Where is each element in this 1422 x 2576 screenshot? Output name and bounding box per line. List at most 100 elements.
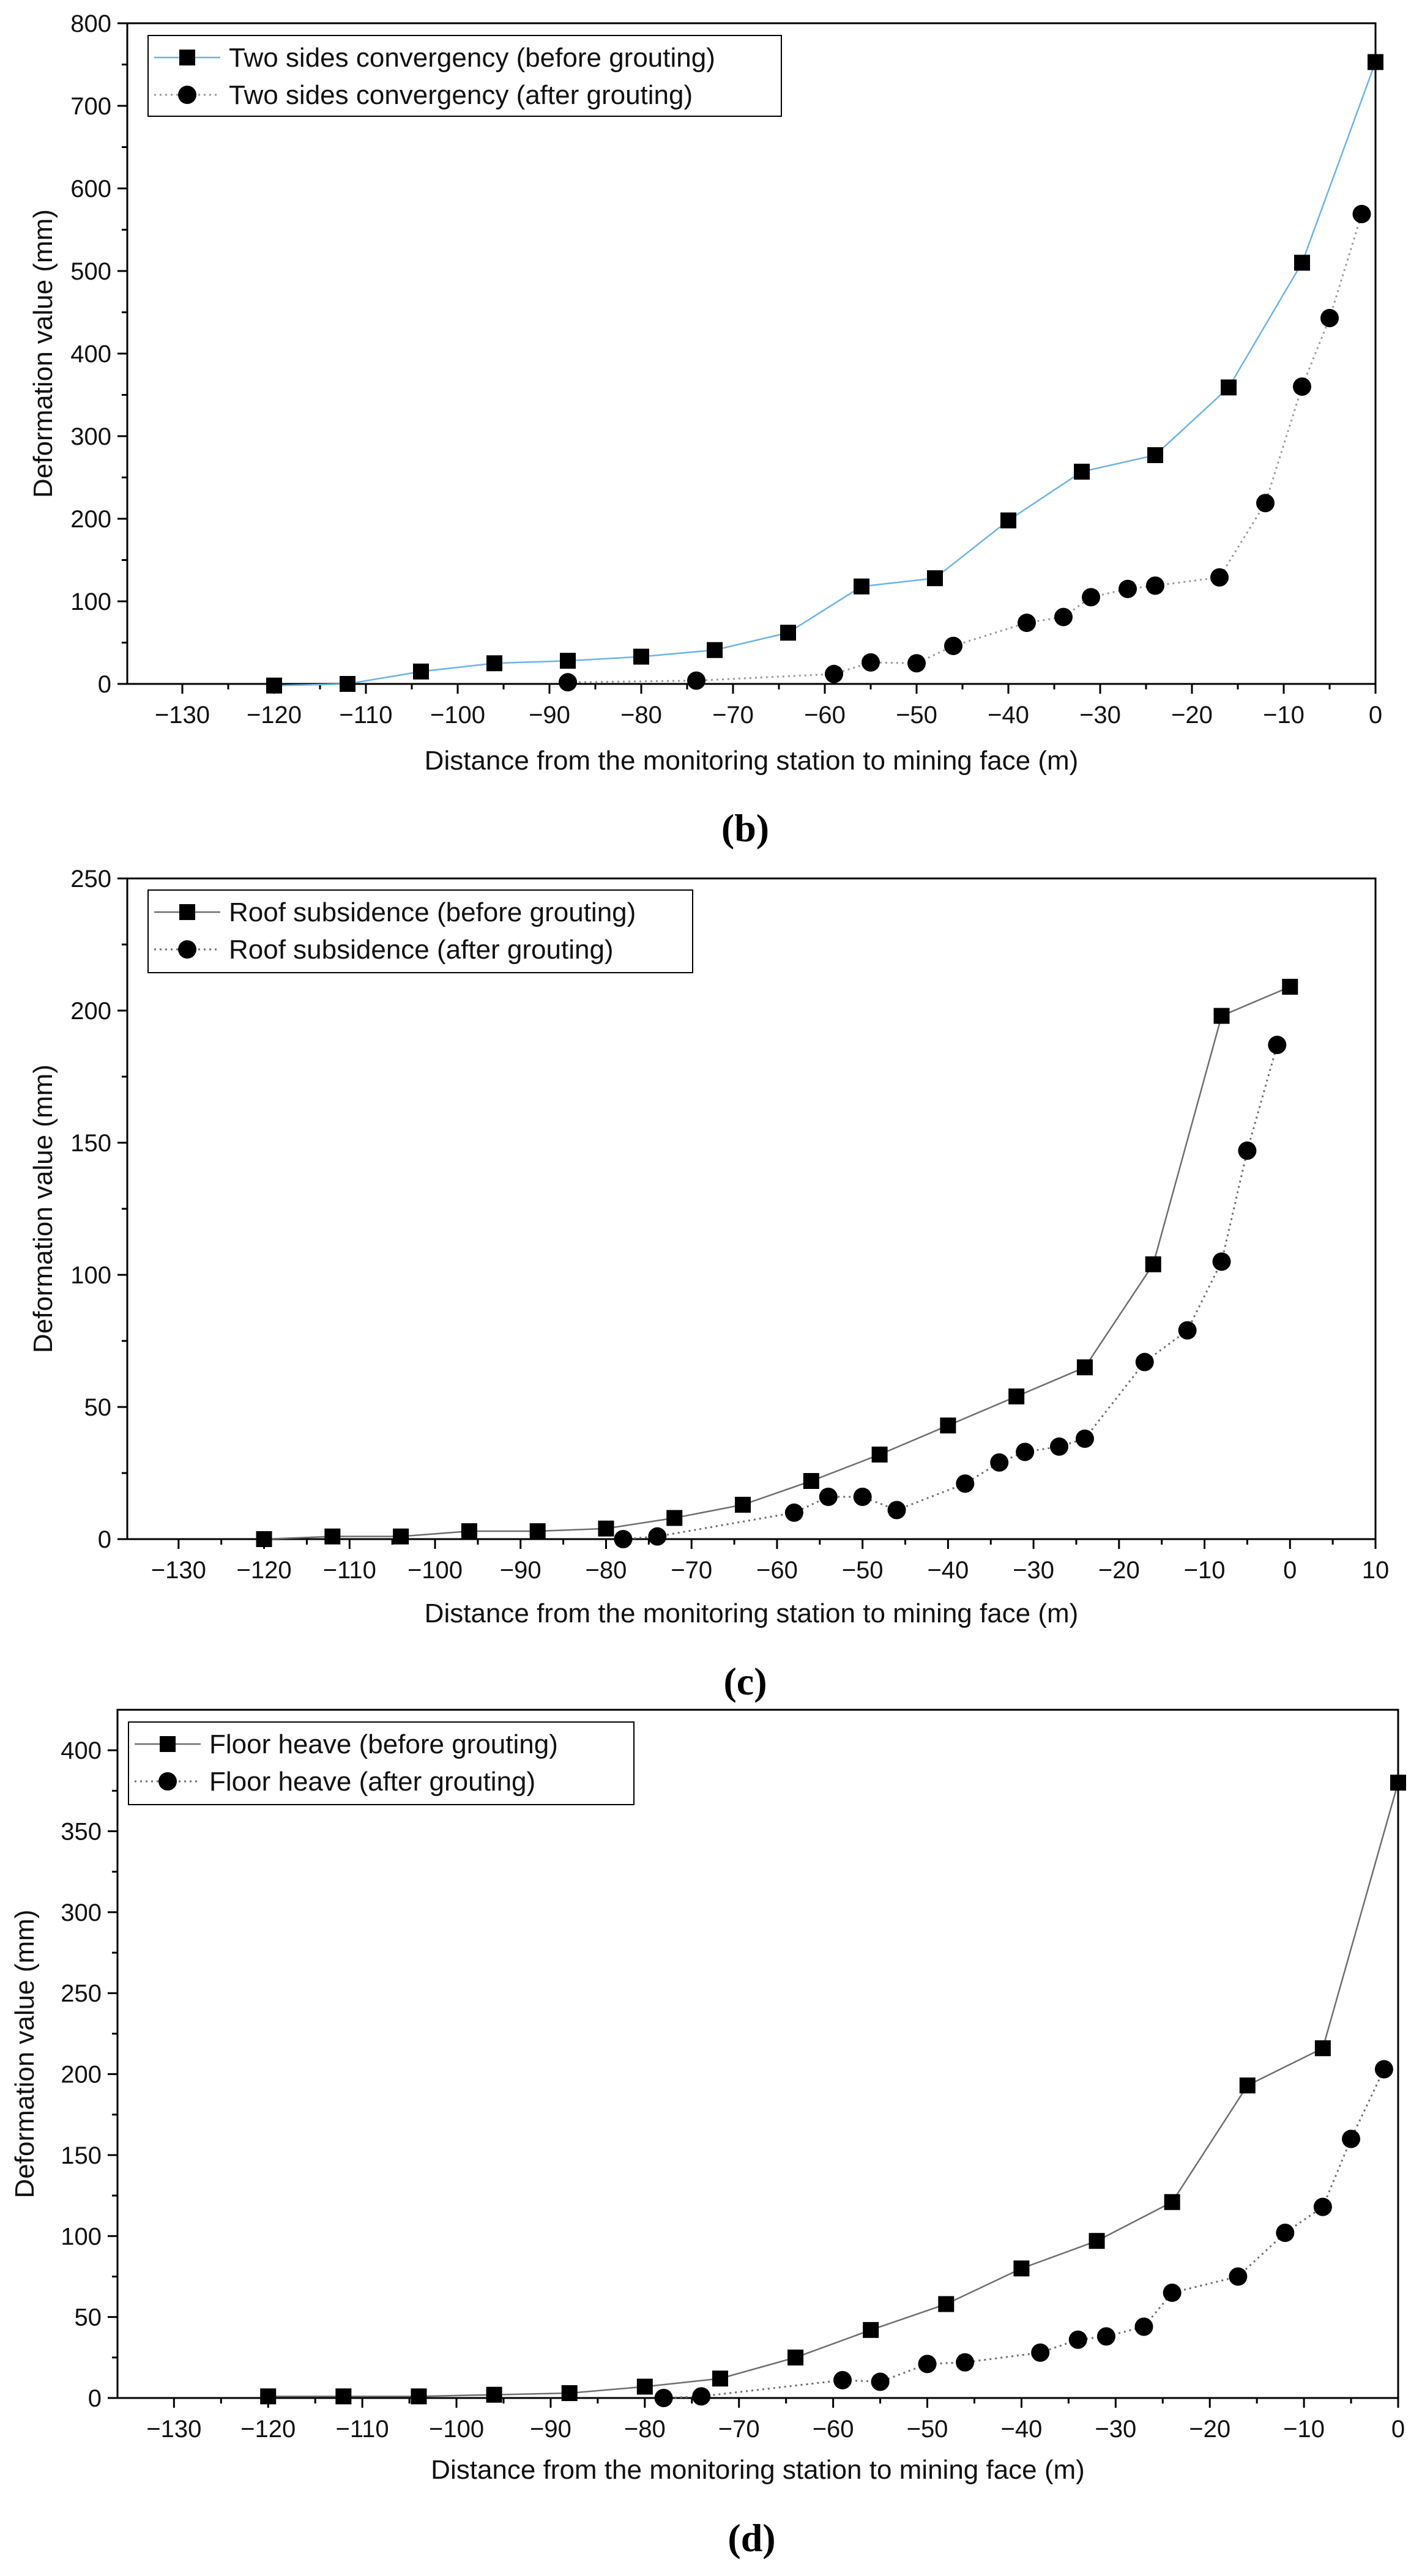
chart2-x-tick-label: −70: [718, 2416, 760, 2443]
chart2-series1-point: [1374, 2060, 1393, 2079]
chart0-y-axis-title: Deformation value (mm): [28, 209, 58, 498]
chart2-y-tick-label: 50: [75, 2304, 102, 2331]
chart0-series0-point: [707, 642, 723, 658]
chart2-x-tick-label: −30: [1095, 2416, 1136, 2443]
chart0-x-tick-label: −50: [896, 702, 937, 729]
chart1-series0-point: [1213, 1008, 1230, 1024]
chart1-series0-point: [256, 1531, 272, 1547]
chart1-legend-marker-1: [178, 940, 196, 959]
chart2-series1-point: [1342, 2129, 1361, 2148]
chart1-x-tick-label: 10: [1362, 1557, 1390, 1584]
chart2-x-tick-label: −60: [813, 2416, 854, 2443]
chart2-y-tick-label: 250: [61, 1980, 102, 2007]
chart0-series1-point: [1054, 607, 1073, 626]
chart0-series1-point: [1119, 579, 1137, 598]
chart2-y-tick-label: 350: [61, 1819, 102, 1846]
chart1-y-tick-label: 200: [70, 998, 111, 1025]
chart1-series0-point: [1076, 1359, 1093, 1376]
chart2-series1-point: [871, 2372, 890, 2391]
chart2-series0-point: [636, 2378, 653, 2395]
chart2-series0-point: [561, 2385, 578, 2402]
chart2-series0-point: [486, 2386, 502, 2403]
chart2-x-tick-label: −40: [1000, 2416, 1042, 2443]
chart1-series1-point: [1016, 1442, 1035, 1461]
chart2-series0-point: [1164, 2194, 1180, 2210]
chart2-y-tick-label: 300: [61, 1899, 102, 1926]
chart1-series1-point: [784, 1503, 803, 1522]
chart2: −130 −120 −110 −100 −90 −80 −70 −60 −50 −40 −30 −20…: [10, 1709, 1406, 2559]
chart0-series0-point: [1368, 54, 1383, 70]
chart0-x-tick-label: −60: [804, 702, 846, 729]
chart1-series0-point: [461, 1523, 477, 1540]
chart2-panel-label: (d): [728, 2516, 775, 2559]
chart1-x-tick-label: −70: [671, 1557, 712, 1584]
chart2-series1-point: [918, 2355, 937, 2374]
chart1-series1-line: [623, 1044, 1278, 1540]
chart2-y-tick-label: 150: [61, 2142, 102, 2169]
chart2-x-tick-label: −20: [1189, 2416, 1230, 2443]
chart1-series0-point: [324, 1528, 341, 1545]
chart1-x-tick-label: −130: [151, 1557, 206, 1584]
chart1-y-tick-label: 0: [98, 1526, 111, 1553]
chart2-series0-point: [712, 2370, 728, 2387]
chart1-series1-point: [887, 1501, 906, 1520]
chart1-legend: Roof subsidence (before grouting) Roof su…: [147, 889, 693, 973]
chart2-series1-point: [1313, 2197, 1332, 2216]
chart2-series1-point: [1276, 2224, 1295, 2242]
chart0-series0-point: [633, 648, 649, 665]
chart2-legend-label-1: Floor heave (after grouting): [209, 1767, 535, 1797]
chart2-x-tick-label: −100: [429, 2416, 484, 2443]
chart2-series1-line: [663, 2069, 1385, 2399]
chart1: −130 −120 −110 −100 −90 −80 −70 −60 −50 −40 −30 −20…: [28, 866, 1389, 1703]
chart1-series0-point: [1282, 979, 1298, 995]
chart2-series0-point: [787, 2349, 804, 2366]
chart1-series0-point: [1145, 1256, 1161, 1272]
chart1-x-tick-label: −30: [1013, 1557, 1054, 1584]
chart0-series1-point: [1018, 614, 1036, 633]
chart2-series0-point: [1390, 1775, 1406, 1791]
chart2-series0-point: [1089, 2233, 1105, 2249]
chart1-series1-point: [648, 1527, 667, 1546]
chart1-x-tick-label: −10: [1184, 1557, 1226, 1584]
chart2-series1-point: [1163, 2283, 1182, 2302]
chart0-series0-point: [340, 676, 356, 692]
chart2-x-tick-label: −90: [530, 2416, 571, 2443]
chart2-y-tick-label: 200: [61, 2062, 102, 2088]
chart0-series0-point: [1294, 254, 1310, 271]
chart2-y-tick-label: 0: [88, 2385, 102, 2412]
chart0-series0-point: [780, 625, 796, 641]
chart1-series0-point: [735, 1496, 751, 1513]
chart0-y-tick-label: 300: [70, 423, 111, 450]
chart2-series1-point: [692, 2387, 711, 2406]
chart1-series1-point: [1268, 1036, 1287, 1055]
chart1-series0-point: [803, 1472, 819, 1489]
chart1-series1-point: [1178, 1321, 1197, 1340]
chart0-x-tick-label: −30: [1079, 702, 1121, 729]
chart0-y-tick-label: 400: [70, 341, 111, 368]
chart1-series1-point: [1075, 1429, 1094, 1448]
chart0-x-tick-label: 0: [1369, 702, 1382, 729]
chart0-series1-point: [1210, 568, 1229, 587]
chart2-legend-marker-0: [160, 1736, 176, 1752]
chart2-series1-point: [1031, 2343, 1050, 2362]
chart0-panel-label: (b): [721, 806, 769, 850]
chart1-x-axis-title: Distance from the monitoring station to …: [425, 1598, 1079, 1628]
chart0-legend-marker-1: [178, 86, 196, 104]
chart0-y-tick-label: 700: [70, 93, 111, 120]
chart0-legend-box: [147, 35, 782, 117]
chart0-series1-point: [1352, 204, 1371, 223]
chart2-series0-point: [1013, 2260, 1030, 2277]
chart1-y-tick-label: 250: [70, 866, 111, 893]
chart0-y-tick-label: 0: [98, 671, 111, 698]
chart2-series1-point: [654, 2389, 673, 2407]
chart0-series1-point: [1146, 576, 1164, 595]
chart1-series0-point: [871, 1446, 888, 1463]
chart0-series1-point: [825, 664, 843, 683]
chart0-series0-point: [1000, 512, 1016, 529]
chart0-series1-point: [862, 653, 880, 672]
chart1-legend-box: [147, 889, 693, 973]
chart0-x-tick-label: −10: [1263, 702, 1305, 729]
chart2-series1-point: [1068, 2330, 1087, 2349]
chart0-series0-line: [274, 62, 1377, 686]
chart0-series1-point: [944, 636, 962, 655]
